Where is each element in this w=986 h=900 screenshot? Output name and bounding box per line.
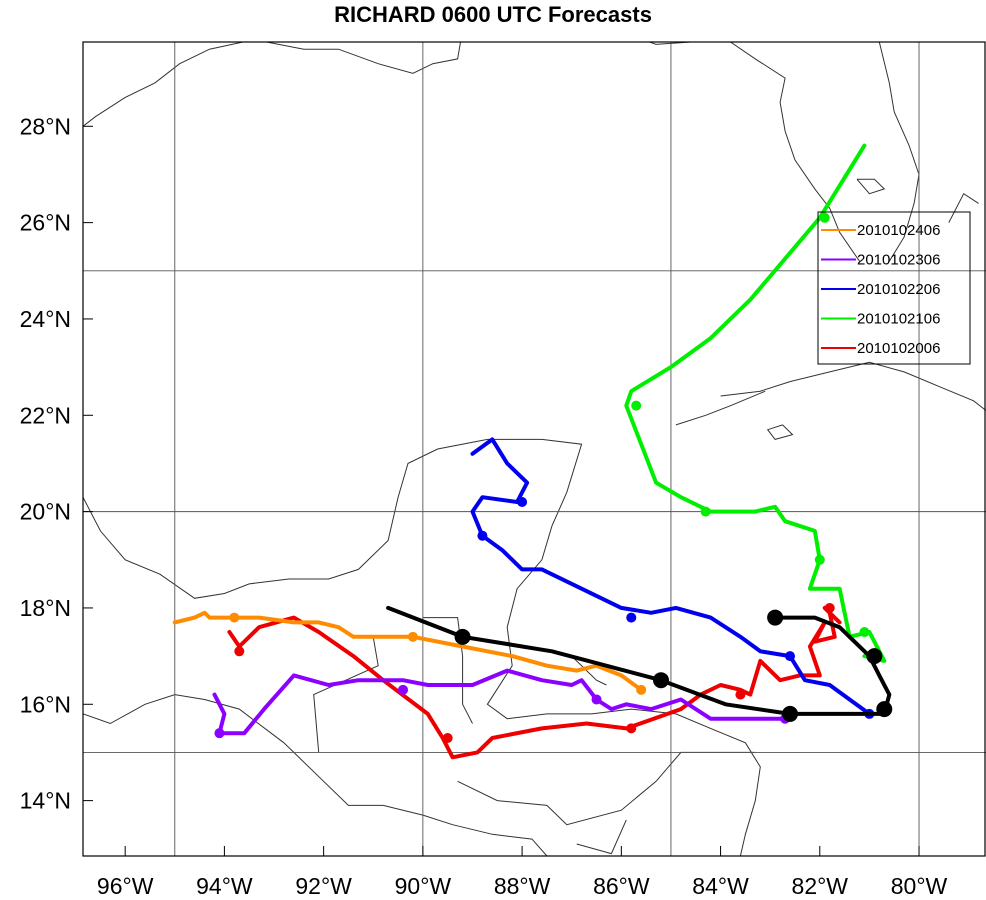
lon-tick-label: 90°W	[395, 873, 452, 899]
track-point	[626, 723, 637, 734]
coastline	[720, 361, 986, 411]
legend-box	[817, 211, 971, 365]
lat-tick-label: 20°N	[20, 499, 71, 525]
track-line	[624, 143, 887, 663]
track-point	[454, 628, 471, 645]
lon-tick-label: 96°W	[97, 873, 154, 899]
coastline	[675, 390, 766, 426]
legend-label: 2010102406	[857, 222, 940, 239]
lon-tick-label: 88°W	[494, 873, 551, 899]
lat-tick-label: 14°N	[20, 788, 71, 814]
coastline	[571, 655, 607, 686]
track-line	[470, 437, 872, 716]
lat-tick-label: 28°N	[20, 113, 71, 139]
coastline	[878, 42, 920, 262]
lat-tick-label: 22°N	[20, 402, 71, 428]
map-plot-area	[83, 42, 986, 856]
track-point	[819, 212, 830, 223]
track-2010102106	[624, 143, 887, 663]
lat-tick-label: 26°N	[20, 210, 71, 236]
coastline	[83, 42, 462, 127]
legend-entry: 2010102406	[821, 222, 940, 239]
track-point	[653, 672, 670, 689]
legend-entry: 2010102206	[821, 281, 940, 298]
track-point	[591, 694, 602, 705]
track-point	[398, 684, 409, 695]
legend-label: 2010102006	[857, 340, 940, 357]
coastline	[83, 438, 761, 856]
track-point	[767, 609, 784, 626]
track-point	[785, 651, 796, 662]
lat-tick-label: 16°N	[20, 691, 71, 717]
track-point	[631, 400, 642, 411]
track-point	[866, 648, 883, 665]
lon-tick-label: 82°W	[792, 873, 849, 899]
coastline	[856, 178, 886, 195]
track-point	[735, 689, 746, 700]
track-line	[172, 610, 644, 692]
coastline-layer	[83, 42, 986, 856]
map-frame	[82, 41, 986, 857]
track-observed	[386, 605, 893, 722]
track-point	[814, 554, 825, 565]
lon-tick-label: 84°W	[692, 873, 749, 899]
track-point	[229, 612, 240, 623]
track-point	[234, 646, 245, 657]
legend-label: 2010102306	[857, 252, 940, 269]
coastline	[648, 42, 691, 45]
axis-ticks: 96°W 94°W 92°W 90°W 88°W 86°W 84°W 82°W 80°W 14°N…	[20, 113, 948, 899]
coastline	[730, 42, 860, 262]
track-point	[636, 684, 647, 695]
track-line	[212, 668, 788, 736]
track-2010102406	[172, 610, 647, 695]
coastline	[83, 694, 548, 856]
track-point	[700, 506, 711, 517]
coastline	[576, 819, 627, 855]
coastline	[313, 636, 379, 753]
track-point	[442, 732, 453, 743]
legend-entry: 2010102106	[821, 311, 940, 328]
map-title: RICHARD 0600 UTC Forecasts	[334, 2, 652, 27]
lon-tick-label: 94°W	[196, 873, 253, 899]
track-point	[782, 705, 799, 722]
track-point	[214, 728, 225, 739]
forecast-tracks	[172, 143, 893, 760]
lon-tick-label: 92°W	[295, 873, 352, 899]
coastline	[422, 617, 473, 724]
track-point	[859, 627, 870, 638]
lat-tick-label: 24°N	[20, 306, 71, 332]
legend-label: 2010102206	[857, 281, 940, 298]
lon-tick-label: 80°W	[891, 873, 948, 899]
track-point	[626, 612, 637, 623]
track-point	[407, 631, 418, 642]
lon-tick-label: 86°W	[593, 873, 650, 899]
track-point	[517, 496, 528, 507]
coastline	[457, 751, 756, 826]
legend-label: 2010102106	[857, 311, 940, 328]
coastline	[766, 424, 794, 440]
lat-lon-grid	[83, 42, 986, 856]
lat-tick-label: 18°N	[20, 595, 71, 621]
track-point	[824, 602, 835, 613]
legend-entry: 2010102306	[821, 252, 940, 269]
track-2010102206	[470, 437, 875, 719]
coastline	[948, 192, 979, 223]
track-point	[477, 530, 488, 541]
legend: 2010102406 2010102306 2010102206 2010102106…	[817, 211, 971, 365]
track-point	[876, 701, 893, 718]
legend-entry: 2010102006	[821, 340, 940, 357]
